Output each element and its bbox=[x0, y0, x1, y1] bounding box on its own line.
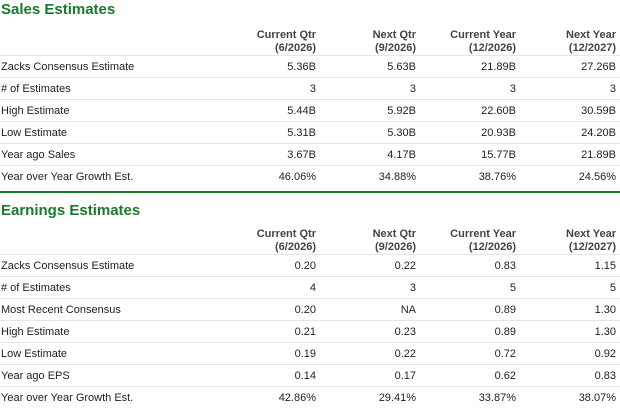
table-row: High Estimate 5.44B 5.92B 22.60B 30.59B bbox=[0, 99, 620, 122]
table-row: Most Recent Consensus 0.20 NA 0.89 1.30 bbox=[0, 298, 620, 321]
table-cell: 20.93B bbox=[420, 121, 520, 144]
table-cell: 4 bbox=[230, 276, 320, 299]
table-cell: 3 bbox=[420, 77, 520, 100]
table-cell: 3 bbox=[520, 77, 620, 100]
table-cell: 24.56% bbox=[520, 165, 620, 187]
table-cell: 46.06% bbox=[230, 165, 320, 187]
table-cell: 0.23 bbox=[320, 320, 420, 343]
row-label: Low Estimate bbox=[0, 121, 230, 144]
table-cell: 0.22 bbox=[320, 342, 420, 365]
table-row: Year ago EPS 0.14 0.17 0.62 0.83 bbox=[0, 364, 620, 387]
table-cell: 5.31B bbox=[230, 121, 320, 144]
table-header-row: Current Qtr (6/2026) Next Qtr (9/2026) Cur… bbox=[0, 19, 620, 56]
row-label: Zacks Consensus Estimate bbox=[0, 55, 230, 78]
column-header: Current Year (12/2026) bbox=[450, 29, 516, 54]
table-cell: 3 bbox=[320, 77, 420, 100]
table-cell: 4.17B bbox=[320, 143, 420, 166]
table-cell: 33.87% bbox=[420, 386, 520, 408]
table-cell: 29.41% bbox=[320, 386, 420, 408]
table-header-row: Current Qtr (6/2026) Next Qtr (9/2026) Cur… bbox=[0, 221, 620, 255]
table-cell: 1.30 bbox=[520, 298, 620, 321]
table-cell: 0.21 bbox=[230, 320, 320, 343]
column-header: Current Qtr (6/2026) bbox=[256, 228, 316, 253]
column-header: Current Qtr (6/2026) bbox=[256, 29, 316, 54]
earnings-estimates-table: Current Qtr (6/2026) Next Qtr (9/2026) Cur… bbox=[0, 221, 620, 408]
table-cell: 27.26B bbox=[520, 55, 620, 78]
row-label-header bbox=[0, 19, 230, 56]
table-cell: 3.67B bbox=[230, 143, 320, 166]
table-cell: 0.19 bbox=[230, 342, 320, 365]
table-row: Zacks Consensus Estimate 0.20 0.22 0.83 1.15 bbox=[0, 254, 620, 277]
table-row: Zacks Consensus Estimate 5.36B 5.63B 21.89B… bbox=[0, 55, 620, 78]
table-cell: 5 bbox=[420, 276, 520, 299]
table-cell: 38.76% bbox=[420, 165, 520, 187]
table-cell: 3 bbox=[320, 276, 420, 299]
sales-estimates-table: Current Qtr (6/2026) Next Qtr (9/2026) Cur… bbox=[0, 19, 620, 187]
column-header: Next Qtr (9/2026) bbox=[372, 228, 416, 253]
table-row: Year over Year Growth Est. 42.86% 29.41% 33… bbox=[0, 386, 620, 408]
table-cell: 38.07% bbox=[520, 386, 620, 408]
table-cell: 0.14 bbox=[230, 364, 320, 387]
row-label-header bbox=[0, 221, 230, 255]
column-header: Next Year (12/2027) bbox=[566, 228, 616, 253]
table-row: # of Estimates 3 3 3 3 bbox=[0, 77, 620, 100]
table-cell: 5.36B bbox=[230, 55, 320, 78]
table-row: Low Estimate 5.31B 5.30B 20.93B 24.20B bbox=[0, 121, 620, 144]
table-row: Year ago Sales 3.67B 4.17B 15.77B 21.89B bbox=[0, 143, 620, 166]
column-header: Next Qtr (9/2026) bbox=[372, 29, 416, 54]
row-label: High Estimate bbox=[0, 99, 230, 122]
table-cell: 5.44B bbox=[230, 99, 320, 122]
table-row: Year over Year Growth Est. 46.06% 34.88% 38… bbox=[0, 165, 620, 187]
table-row: Low Estimate 0.19 0.22 0.72 0.92 bbox=[0, 342, 620, 365]
row-label: # of Estimates bbox=[0, 77, 230, 100]
table-cell: 0.17 bbox=[320, 364, 420, 387]
table-cell: 22.60B bbox=[420, 99, 520, 122]
table-cell: 5 bbox=[520, 276, 620, 299]
table-cell: 0.20 bbox=[230, 254, 320, 277]
table-cell: 0.62 bbox=[420, 364, 520, 387]
table-cell: 3 bbox=[230, 77, 320, 100]
table-row: # of Estimates 4 3 5 5 bbox=[0, 276, 620, 299]
sales-estimates-title: Sales Estimates bbox=[1, 1, 116, 18]
table-cell: 0.83 bbox=[520, 364, 620, 387]
earnings-estimates-title: Earnings Estimates bbox=[1, 202, 141, 219]
section-divider bbox=[0, 191, 620, 193]
table-cell: 0.83 bbox=[420, 254, 520, 277]
row-label: Most Recent Consensus bbox=[0, 298, 230, 321]
table-cell: 0.92 bbox=[520, 342, 620, 365]
table-cell: 0.22 bbox=[320, 254, 420, 277]
table-cell: 1.15 bbox=[520, 254, 620, 277]
table-cell: 24.20B bbox=[520, 121, 620, 144]
table-cell: 5.63B bbox=[320, 55, 420, 78]
column-header: Current Year (12/2026) bbox=[450, 228, 516, 253]
row-label: Low Estimate bbox=[0, 342, 230, 365]
table-cell: 15.77B bbox=[420, 143, 520, 166]
table-cell: 5.30B bbox=[320, 121, 420, 144]
table-cell: 0.89 bbox=[420, 298, 520, 321]
row-label: Year over Year Growth Est. bbox=[0, 165, 230, 187]
table-row: High Estimate 0.21 0.23 0.89 1.30 bbox=[0, 320, 620, 343]
table-cell: 0.89 bbox=[420, 320, 520, 343]
row-label: # of Estimates bbox=[0, 276, 230, 299]
row-label: High Estimate bbox=[0, 320, 230, 343]
table-cell: 42.86% bbox=[230, 386, 320, 408]
table-cell: 0.20 bbox=[230, 298, 320, 321]
table-cell: 34.88% bbox=[320, 165, 420, 187]
row-label: Year over Year Growth Est. bbox=[0, 386, 230, 408]
table-cell: 1.30 bbox=[520, 320, 620, 343]
table-cell: 21.89B bbox=[420, 55, 520, 78]
table-cell: 30.59B bbox=[520, 99, 620, 122]
column-header: Next Year (12/2027) bbox=[566, 29, 616, 54]
table-cell: 0.72 bbox=[420, 342, 520, 365]
table-cell: 21.89B bbox=[520, 143, 620, 166]
row-label: Year ago EPS bbox=[0, 364, 230, 387]
table-cell: NA bbox=[320, 298, 420, 321]
table-cell: 5.92B bbox=[320, 99, 420, 122]
row-label: Zacks Consensus Estimate bbox=[0, 254, 230, 277]
row-label: Year ago Sales bbox=[0, 143, 230, 166]
